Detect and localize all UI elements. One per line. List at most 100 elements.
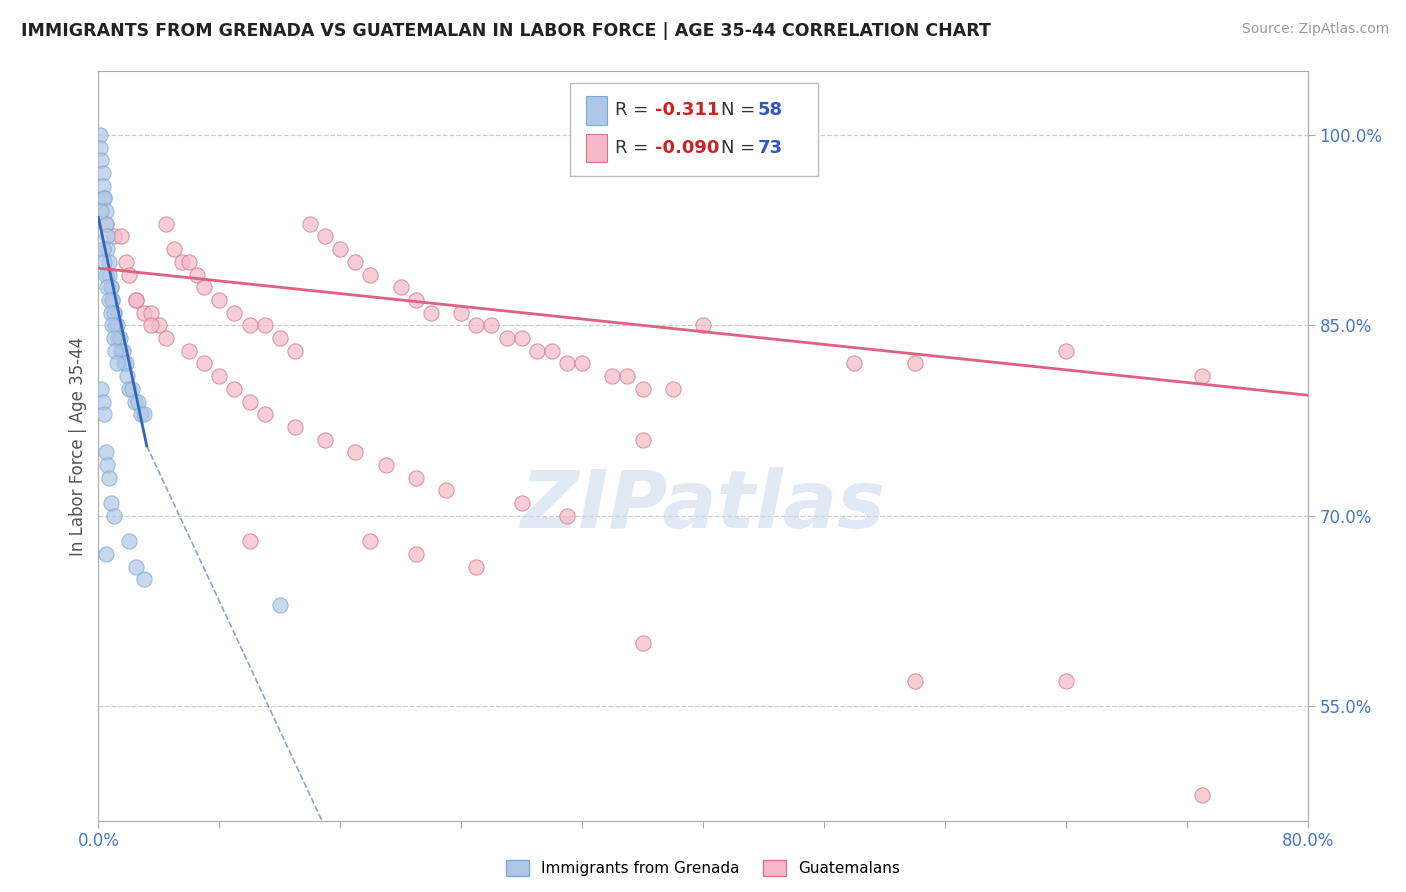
Immigrants from Grenada [93,191,115,205]
Guatemalans [344,255,367,269]
Guatemalans [103,229,125,244]
Immigrants from Grenada [100,280,122,294]
Guatemalans [555,356,578,370]
Immigrants from Grenada [111,343,134,358]
Guatemalans [141,306,163,320]
Immigrants from Grenada [105,318,128,333]
Immigrants from Grenada [129,407,152,421]
Text: -0.311: -0.311 [655,102,718,120]
Guatemalans [1054,343,1077,358]
Immigrants from Grenada [118,382,141,396]
Guatemalans [692,318,714,333]
Guatemalans [631,636,654,650]
Text: R =: R = [614,102,654,120]
Guatemalans [193,356,215,370]
Guatemalans [179,255,201,269]
Guatemalans [329,242,352,256]
Immigrants from Grenada [91,178,114,193]
Guatemalans [465,318,488,333]
Guatemalans [94,217,117,231]
Immigrants from Grenada [94,445,117,459]
Guatemalans [661,382,683,396]
Guatemalans [616,369,638,384]
Immigrants from Grenada [93,255,115,269]
Immigrants from Grenada [112,356,135,370]
Guatemalans [360,268,382,282]
Immigrants from Grenada [98,255,121,269]
Guatemalans [450,306,472,320]
FancyBboxPatch shape [586,134,607,162]
Guatemalans [208,293,231,307]
Guatemalans [405,547,427,561]
Immigrants from Grenada [90,153,112,168]
Guatemalans [631,382,654,396]
Guatemalans [405,293,427,307]
Guatemalans [1191,369,1213,384]
Immigrants from Grenada [100,496,122,510]
Text: ZIPatlas: ZIPatlas [520,467,886,545]
Guatemalans [904,356,927,370]
Immigrants from Grenada [124,394,146,409]
Guatemalans [170,255,193,269]
Guatemalans [904,673,927,688]
Guatemalans [284,420,307,434]
Immigrants from Grenada [118,534,141,549]
Guatemalans [155,331,177,345]
Immigrants from Grenada [94,204,117,219]
Guatemalans [1054,673,1077,688]
Immigrants from Grenada [127,394,149,409]
Immigrants from Grenada [100,280,122,294]
Guatemalans [465,559,488,574]
Guatemalans [155,217,177,231]
Guatemalans [186,268,208,282]
Guatemalans [360,534,382,549]
Immigrants from Grenada [104,343,127,358]
Text: N =: N = [721,139,761,157]
Text: R =: R = [614,139,654,157]
Immigrants from Grenada [269,598,291,612]
Text: 58: 58 [758,102,783,120]
Guatemalans [114,255,136,269]
Guatemalans [405,471,427,485]
Guatemalans [510,331,533,345]
Immigrants from Grenada [96,229,118,244]
Guatemalans [631,433,654,447]
Guatemalans [526,343,548,358]
Immigrants from Grenada [94,268,117,282]
Immigrants from Grenada [115,369,138,384]
Guatemalans [510,496,533,510]
Immigrants from Grenada [93,407,115,421]
Guatemalans [239,318,262,333]
Guatemalans [208,369,231,384]
Immigrants from Grenada [101,293,124,307]
Text: Source: ZipAtlas.com: Source: ZipAtlas.com [1241,22,1389,37]
FancyBboxPatch shape [569,83,818,177]
Immigrants from Grenada [94,547,117,561]
Guatemalans [118,268,141,282]
Guatemalans [141,318,163,333]
Immigrants from Grenada [121,382,143,396]
Guatemalans [540,343,562,358]
Guatemalans [125,293,148,307]
Immigrants from Grenada [96,242,118,256]
Guatemalans [224,306,246,320]
Guatemalans [110,229,132,244]
Guatemalans [299,217,322,231]
Immigrants from Grenada [103,331,125,345]
Text: IMMIGRANTS FROM GRENADA VS GUATEMALAN IN LABOR FORCE | AGE 35-44 CORRELATION CHA: IMMIGRANTS FROM GRENADA VS GUATEMALAN IN… [21,22,991,40]
Text: 73: 73 [758,139,782,157]
Guatemalans [125,293,148,307]
Immigrants from Grenada [90,382,112,396]
Immigrants from Grenada [103,306,125,320]
Guatemalans [374,458,396,472]
Guatemalans [253,318,276,333]
Guatemalans [344,445,367,459]
Guatemalans [389,280,412,294]
Immigrants from Grenada [101,293,124,307]
FancyBboxPatch shape [586,96,607,125]
Guatemalans [224,382,246,396]
Guatemalans [602,369,624,384]
Immigrants from Grenada [107,331,129,345]
Guatemalans [132,306,155,320]
Immigrants from Grenada [132,572,155,586]
